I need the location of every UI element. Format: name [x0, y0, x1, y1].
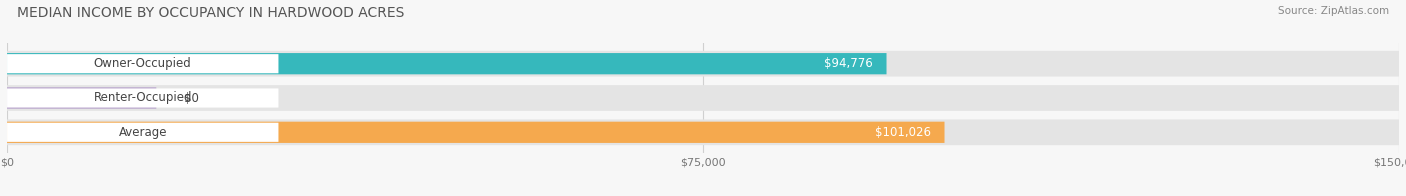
Text: $101,026: $101,026: [875, 126, 931, 139]
FancyBboxPatch shape: [7, 88, 278, 108]
FancyBboxPatch shape: [7, 51, 1399, 77]
FancyBboxPatch shape: [7, 122, 945, 143]
Text: MEDIAN INCOME BY OCCUPANCY IN HARDWOOD ACRES: MEDIAN INCOME BY OCCUPANCY IN HARDWOOD A…: [17, 6, 405, 20]
Text: Source: ZipAtlas.com: Source: ZipAtlas.com: [1278, 6, 1389, 16]
Text: Average: Average: [118, 126, 167, 139]
Text: $94,776: $94,776: [824, 57, 873, 70]
Text: Owner-Occupied: Owner-Occupied: [94, 57, 191, 70]
Text: Renter-Occupied: Renter-Occupied: [93, 92, 193, 104]
FancyBboxPatch shape: [7, 85, 1399, 111]
FancyBboxPatch shape: [7, 54, 278, 73]
FancyBboxPatch shape: [7, 87, 156, 109]
Text: $0: $0: [184, 92, 200, 104]
FancyBboxPatch shape: [7, 123, 278, 142]
FancyBboxPatch shape: [7, 53, 887, 74]
FancyBboxPatch shape: [7, 119, 1399, 145]
